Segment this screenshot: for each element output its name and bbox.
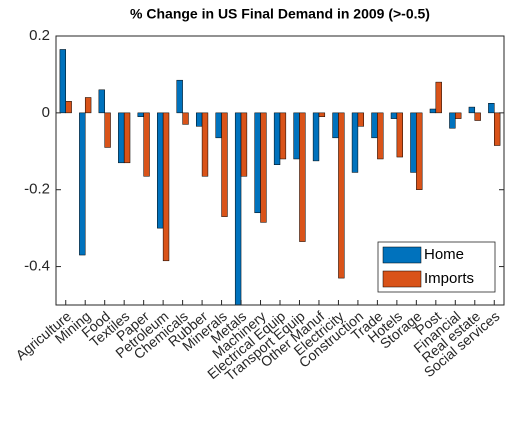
legend-label: Home: [424, 246, 464, 263]
bar: [221, 112, 228, 217]
bar: [410, 112, 417, 173]
bar: [357, 112, 365, 127]
bar: [65, 101, 72, 114]
bar: [143, 112, 150, 177]
bar: [79, 112, 86, 256]
bar: [429, 108, 437, 114]
bar: [299, 112, 306, 242]
bar: [162, 112, 170, 262]
bar: [279, 112, 287, 160]
bar: [338, 112, 345, 279]
legend-swatch: [382, 270, 422, 288]
bar: [312, 112, 320, 162]
bar: [104, 112, 111, 148]
bar: [137, 112, 144, 117]
bar: [273, 112, 281, 165]
y-tick-label: 0.2: [29, 27, 50, 44]
bar: [332, 112, 339, 139]
chart-title: % Change in US Final Demand in 2009 (>-0…: [130, 6, 430, 22]
y-tick-label: -0.2: [24, 181, 50, 198]
bar: [176, 79, 183, 114]
bar: [351, 112, 359, 173]
bar: [449, 112, 456, 129]
bar: [195, 112, 203, 127]
bar: [377, 112, 384, 160]
y-tick-label: 0: [42, 104, 50, 121]
bar: [371, 112, 378, 139]
bar: [468, 106, 476, 114]
bar: [293, 112, 300, 160]
bar: [201, 112, 209, 177]
bar: [123, 112, 131, 164]
bars: [59, 49, 501, 305]
bar: [474, 112, 481, 121]
bar: [416, 112, 423, 190]
bar: [488, 103, 495, 114]
bar: [59, 49, 66, 114]
y-tick-label: -0.4: [24, 258, 50, 275]
bar: [240, 112, 248, 177]
bar: [318, 112, 326, 117]
bar: [396, 112, 403, 158]
bar: [118, 112, 125, 164]
bar: [260, 112, 267, 223]
bar: [84, 97, 92, 114]
bar: [254, 112, 261, 214]
bar: [435, 81, 442, 114]
bar: [98, 89, 105, 114]
legend-label: Imports: [424, 270, 474, 287]
bar: [182, 112, 189, 125]
bar: [494, 112, 501, 146]
bar: [215, 112, 222, 139]
bar: [455, 112, 462, 119]
bar: [234, 112, 242, 305]
bar: [390, 112, 398, 119]
bar: [157, 112, 164, 229]
legend-swatch: [382, 246, 422, 264]
